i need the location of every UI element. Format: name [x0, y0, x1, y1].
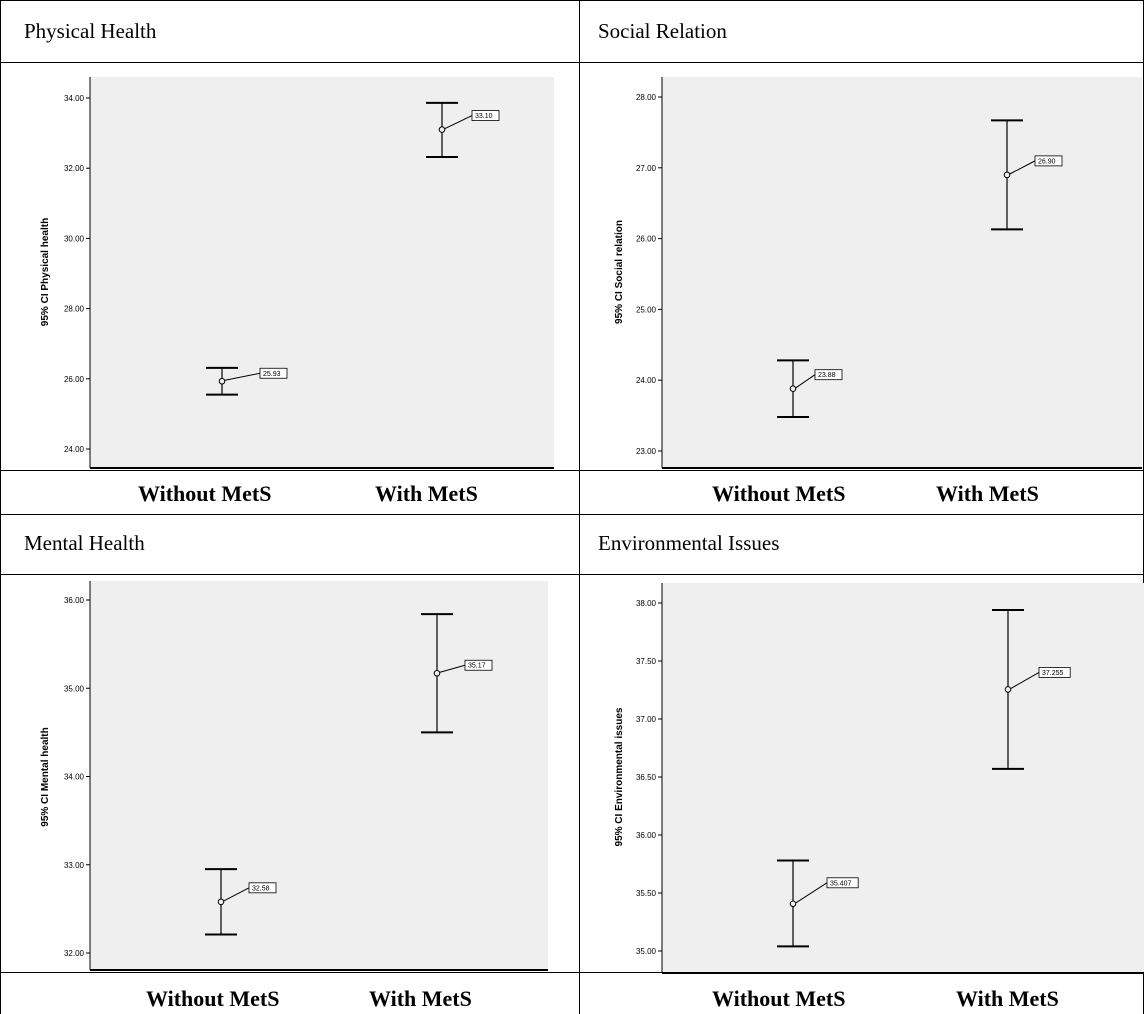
mean-point: [433, 669, 441, 677]
data-label-box: [259, 367, 288, 379]
data-label-box: [464, 659, 493, 671]
data-label: 32.58: [252, 885, 270, 892]
mean-point: [789, 900, 797, 908]
mean-point: [217, 898, 225, 906]
chart-title-mental: Mental Health: [24, 531, 145, 555]
y-axis-label: 95% CI Physical health: [40, 218, 51, 326]
y-tick-label: 34.00: [64, 94, 85, 103]
border-row1-chart: [0, 470, 1144, 471]
y-tick-label: 34.00: [64, 773, 85, 782]
data-label-leader: [224, 372, 261, 381]
y-tick-label: 26.00: [64, 375, 85, 384]
y-tick-label: 32.00: [64, 949, 85, 958]
data-label: 25.93: [263, 371, 281, 378]
plot-area: [90, 581, 548, 970]
xlabel-environmental-without: Without MetS: [712, 986, 846, 1011]
xlabel-physical-without: Without MetS: [138, 481, 272, 506]
border-row1-bottom: [0, 514, 1144, 515]
y-tick-label: 37.50: [636, 657, 657, 666]
y-tick-label: 26.00: [636, 235, 657, 244]
y-tick-label: 35.00: [636, 947, 657, 956]
y-tick-label: 35.00: [64, 684, 85, 693]
plot-area: [662, 583, 1144, 973]
data-label: 33.10: [475, 113, 493, 120]
xlabel-mental-with: With MetS: [369, 986, 472, 1011]
y-axis-label: 95% CI Social relation: [614, 220, 625, 324]
y-axis-label: 95% CI Mental health: [40, 727, 51, 826]
border-top: [0, 0, 1144, 1]
y-tick-label: 38.00: [636, 599, 657, 608]
y-tick-label: 36.00: [636, 831, 657, 840]
data-label-box: [1038, 667, 1071, 678]
data-label-box: [826, 877, 859, 889]
border-row2-chart: [0, 972, 1144, 973]
y-tick-label: 28.00: [64, 305, 85, 314]
xlabel-physical-with: With MetS: [375, 481, 478, 506]
chart-title-social: Social Relation: [598, 19, 727, 43]
border-mid: [579, 0, 580, 1014]
chart-title-physical: Physical Health: [24, 19, 157, 43]
data-label: 37.255: [1042, 670, 1064, 677]
y-tick-label: 36.00: [64, 596, 85, 605]
xlabel-mental-without: Without MetS: [146, 986, 280, 1011]
border-left: [0, 0, 1, 1014]
data-label: 35.17: [468, 663, 486, 670]
data-label: 35.407: [830, 880, 852, 887]
data-label-leader: [223, 887, 250, 902]
plot-area: [662, 77, 1142, 468]
data-label-box: [1034, 155, 1063, 167]
xlabel-social-with: With MetS: [936, 481, 1039, 506]
y-tick-label: 36.50: [636, 773, 657, 782]
xlabel-social-without: Without MetS: [712, 481, 846, 506]
data-label-leader: [439, 664, 466, 673]
data-label: 26.90: [1038, 158, 1056, 165]
data-label-box: [814, 369, 843, 381]
y-tick-label: 30.00: [64, 234, 85, 243]
y-tick-label: 32.00: [64, 164, 85, 173]
y-tick-label: 23.00: [636, 447, 657, 456]
xlabel-environmental-with: With MetS: [956, 986, 1059, 1011]
data-label-box: [248, 882, 277, 894]
y-tick-label: 33.00: [64, 861, 85, 870]
data-label-leader: [444, 115, 473, 130]
mean-point: [1003, 171, 1011, 179]
y-axis-label: 95% CI Environmental issues: [614, 707, 625, 846]
data-label-leader: [1010, 671, 1040, 689]
border-row2-title: [0, 574, 1144, 575]
y-tick-label: 28.00: [636, 93, 657, 102]
y-tick-label: 24.00: [64, 445, 85, 454]
y-tick-label: 37.00: [636, 715, 657, 724]
data-label-leader: [795, 374, 816, 389]
y-tick-label: 24.00: [636, 376, 657, 385]
y-tick-label: 35.50: [636, 889, 657, 898]
data-label: 23.88: [818, 372, 836, 379]
chart-title-environmental: Environmental Issues: [598, 531, 780, 555]
plot-area: [90, 77, 554, 468]
border-row1-title: [0, 62, 1144, 63]
data-label-leader: [1009, 160, 1036, 175]
data-label-box: [471, 110, 500, 121]
mean-point: [789, 385, 797, 392]
y-tick-label: 27.00: [636, 164, 657, 173]
mean-point: [1004, 686, 1012, 693]
data-label-leader: [795, 882, 828, 904]
y-tick-label: 25.00: [636, 305, 657, 314]
mean-point: [438, 126, 446, 133]
mean-point: [218, 377, 226, 385]
